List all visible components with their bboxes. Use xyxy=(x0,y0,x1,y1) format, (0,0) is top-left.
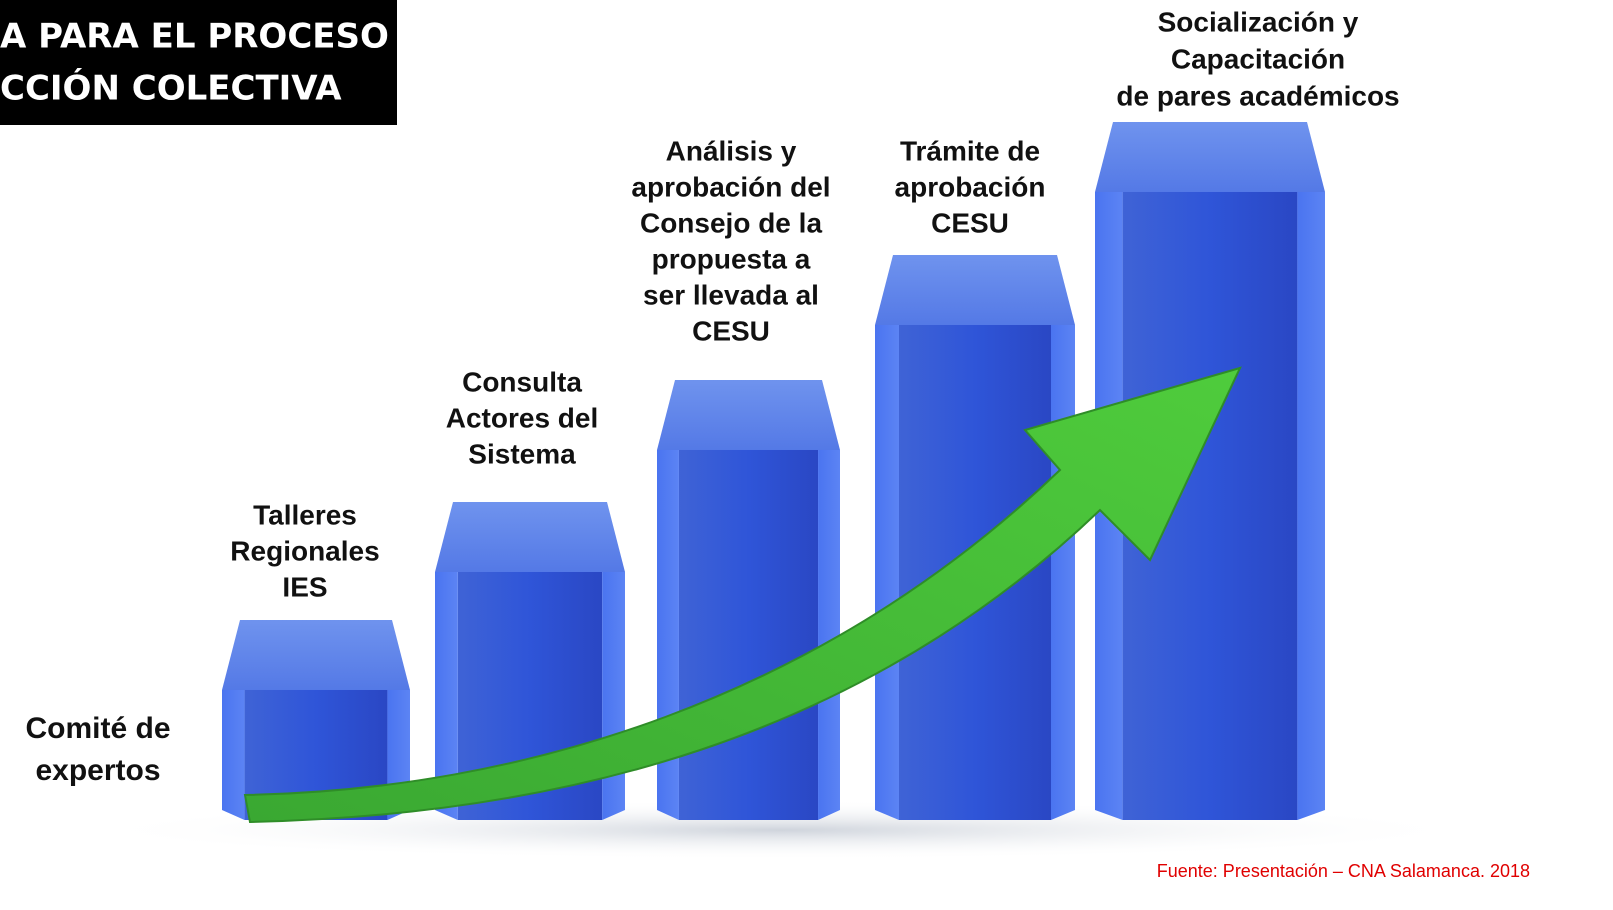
bar-side xyxy=(1051,325,1075,820)
step-label-line: Comité de xyxy=(25,712,170,745)
bar-top xyxy=(657,380,840,450)
step-label-line: Análisis y xyxy=(666,135,797,166)
title-line: CCIÓN COLECTIVA xyxy=(0,68,342,109)
step-label-line: Consejo de la xyxy=(640,207,822,238)
step-label-line: Regionales xyxy=(230,535,379,566)
bar-side xyxy=(602,572,625,820)
step-label-line: Socialización y xyxy=(1158,6,1359,37)
step-label-line: Sistema xyxy=(468,438,576,469)
bar-side xyxy=(222,690,245,820)
step-label-line: Capacitación xyxy=(1171,43,1345,74)
step-label-line: expertos xyxy=(35,754,160,787)
step-label-line: Actores del xyxy=(446,402,599,433)
bar-top xyxy=(435,502,625,572)
bar-side xyxy=(1297,192,1325,820)
bar-top xyxy=(1095,122,1325,192)
title-line: A PARA EL PROCESO xyxy=(0,17,389,57)
step-label-line: Trámite de xyxy=(900,135,1040,166)
bar-side xyxy=(657,450,679,820)
step-label-line: ser llevada al xyxy=(643,279,819,310)
source-note: Fuente: Presentación – CNA Salamanca. 20… xyxy=(1157,861,1530,881)
step-label-line: CESU xyxy=(931,207,1009,238)
step-label-line: de pares académicos xyxy=(1116,80,1399,111)
bar-side xyxy=(818,450,840,820)
step-label-line: aprobación del xyxy=(631,171,830,202)
step-label-line: CESU xyxy=(692,315,770,346)
step-label-line: propuesta a xyxy=(652,243,811,274)
bar-top xyxy=(875,255,1075,325)
bar-top xyxy=(222,620,410,690)
slide: A PARA EL PROCESO CCIÓN COLECTIVA Comité… xyxy=(0,0,1613,910)
bar-side xyxy=(875,325,899,820)
step-label-line: aprobación xyxy=(895,171,1046,202)
step-label-line: IES xyxy=(282,571,327,602)
bar-front xyxy=(679,450,818,820)
step-label-line: Consulta xyxy=(462,366,582,397)
step-label-line: Talleres xyxy=(253,499,357,530)
